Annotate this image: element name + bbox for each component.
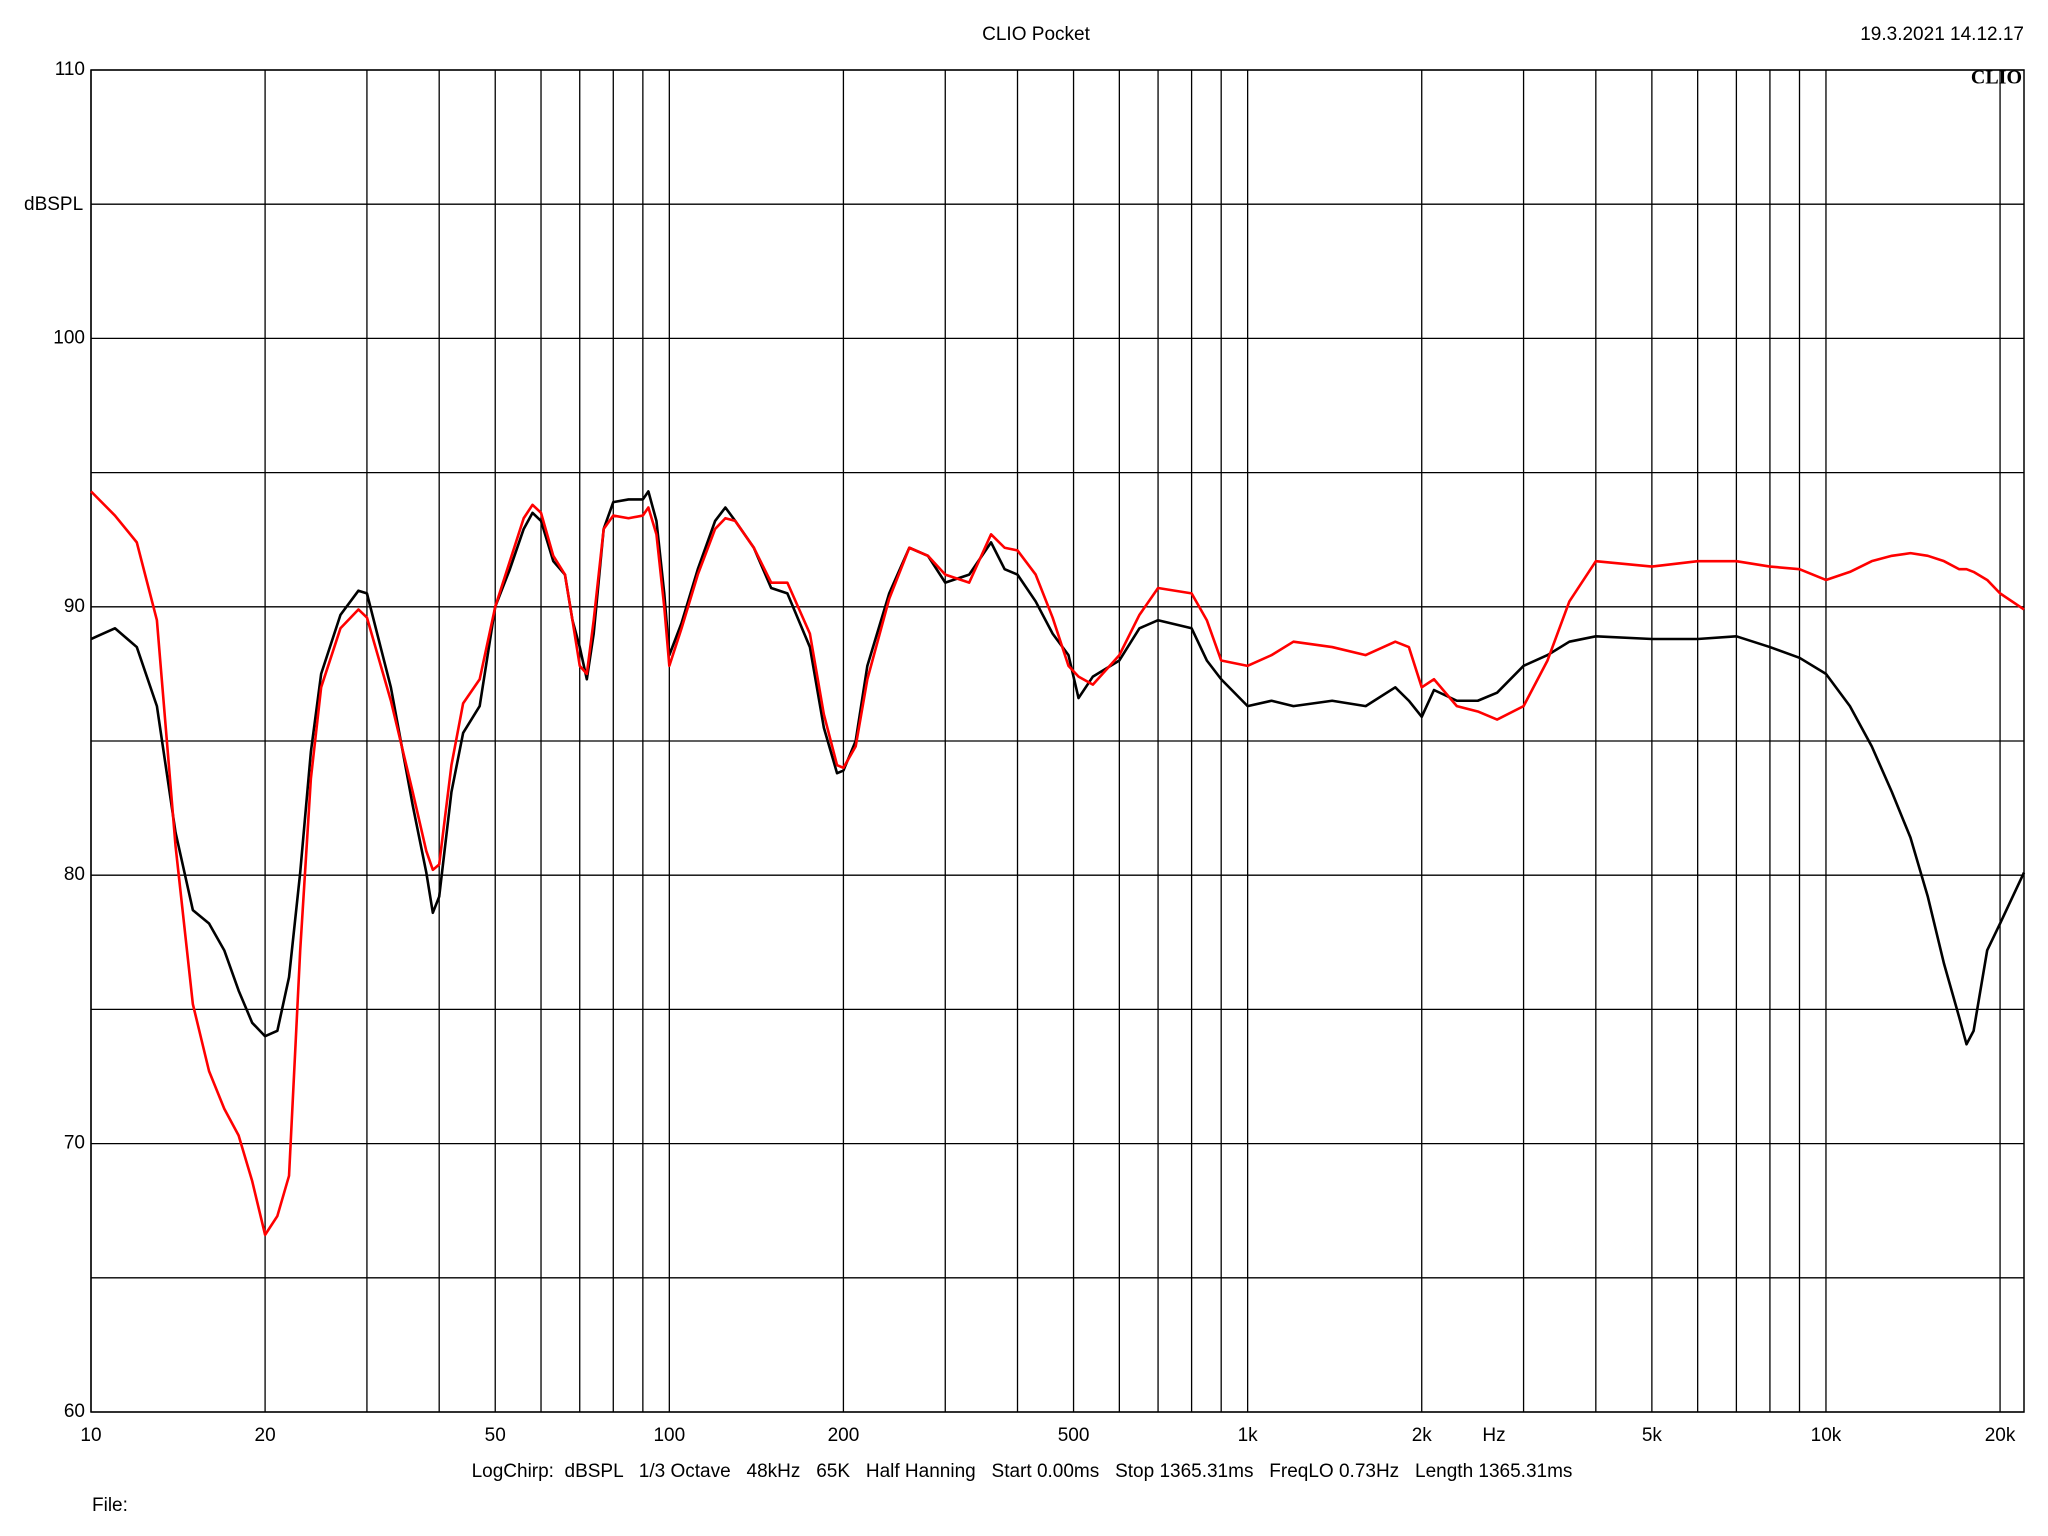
logo: CLIO <box>1971 67 2022 89</box>
timestamp: 19.3.2021 14.12.17 <box>1860 24 2024 45</box>
chart-title: CLIO Pocket <box>982 24 1090 45</box>
y-tick-label: 80 <box>64 864 85 885</box>
x-tick-label: 10k <box>1811 1425 1842 1446</box>
file-label: File: <box>92 1495 128 1516</box>
x-tick-label: 100 <box>653 1425 685 1446</box>
y-axis-label: dBSPL <box>24 194 83 215</box>
y-tick-label: 110 <box>55 59 85 80</box>
x-tick-label: 5k <box>1642 1425 1663 1446</box>
x-tick-label: 200 <box>828 1425 860 1446</box>
x-tick-label: 50 <box>485 1425 506 1446</box>
data-line <box>90 490 2025 1237</box>
x-tick-label: 500 <box>1058 1425 1090 1446</box>
x-tick-label: 2k <box>1412 1425 1433 1446</box>
x-tick-label: 20k <box>1985 1425 2016 1446</box>
y-tick-label: 90 <box>64 596 85 617</box>
x-tick-label: 1k <box>1238 1425 1259 1446</box>
plot-frame <box>90 69 2025 1413</box>
footer: LogChirp: dBSPL 1/3 Octave 48kHz 65K Hal… <box>472 1461 1573 1482</box>
y-tick-label: 70 <box>64 1133 85 1154</box>
data-line <box>90 490 2026 1046</box>
y-tick-label: 60 <box>64 1401 85 1422</box>
x-tick-label: 10 <box>80 1425 101 1446</box>
x-axis-label: Hz <box>1482 1425 1505 1446</box>
y-tick-label: 100 <box>53 327 85 348</box>
x-tick-label: 20 <box>255 1425 276 1446</box>
